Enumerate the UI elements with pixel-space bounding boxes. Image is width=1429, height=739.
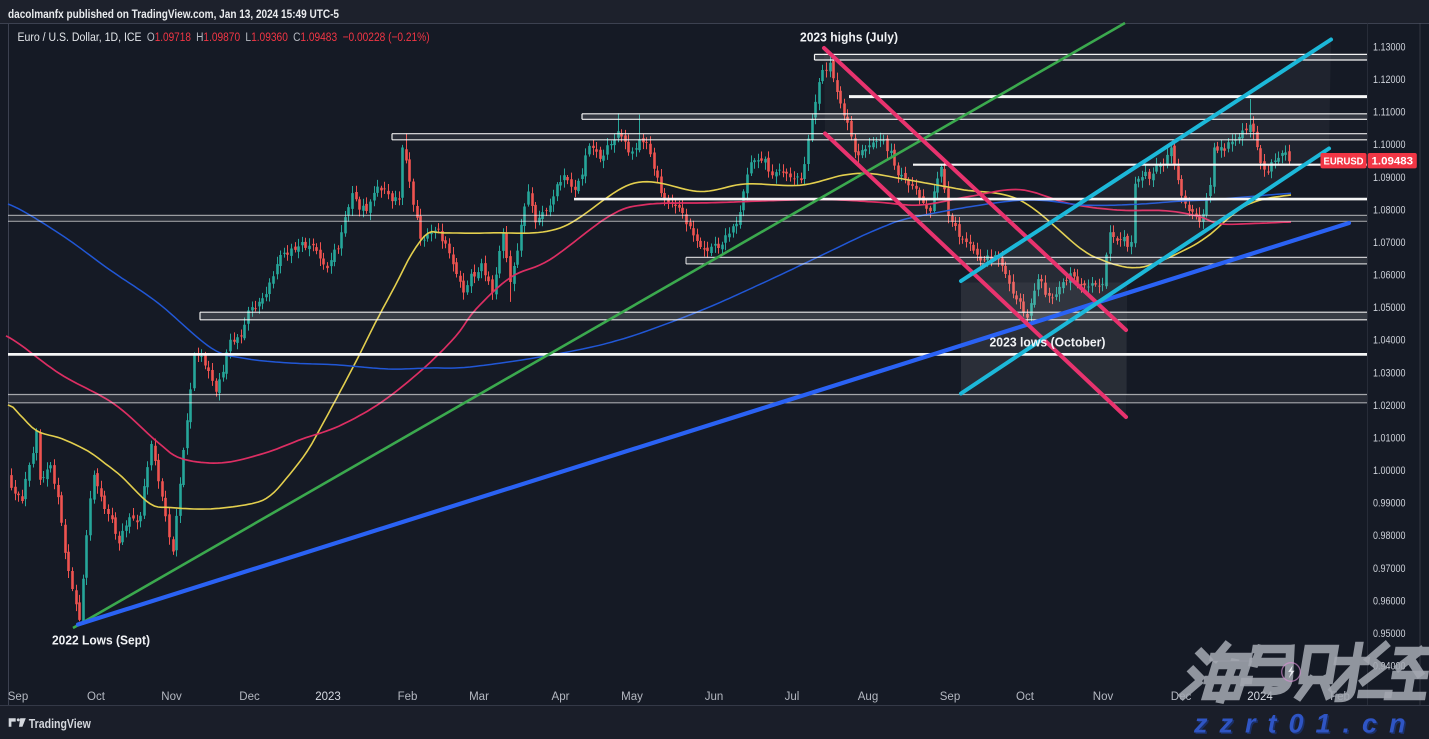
svg-text:1.13000: 1.13000 [1373, 42, 1406, 54]
svg-text:Oct: Oct [1016, 691, 1035, 703]
svg-text:1.10000: 1.10000 [1373, 139, 1406, 151]
svg-text:Dec: Dec [239, 691, 260, 703]
svg-text:1.01000: 1.01000 [1373, 432, 1406, 444]
svg-text:Feb: Feb [398, 691, 418, 703]
svg-text:1.00000: 1.00000 [1373, 465, 1406, 477]
svg-text:zzrt01.cn: zzrt01.cn [1193, 709, 1418, 739]
svg-text:Mar: Mar [469, 691, 489, 703]
svg-text:1.07000: 1.07000 [1373, 237, 1406, 249]
svg-text:0.97000: 0.97000 [1373, 563, 1406, 575]
svg-text:1.06000: 1.06000 [1373, 270, 1406, 282]
svg-text:Euro / U.S. Dollar, 1D, ICE: Euro / U.S. Dollar, 1D, ICE [18, 30, 142, 44]
svg-text:1.02000: 1.02000 [1373, 400, 1406, 412]
svg-text:Aug: Aug [858, 691, 878, 703]
svg-text:0.95000: 0.95000 [1373, 628, 1406, 640]
svg-text:1.05000: 1.05000 [1373, 302, 1406, 314]
svg-text:2023 highs (July): 2023 highs (July) [800, 31, 898, 45]
svg-text:1.08000: 1.08000 [1373, 204, 1406, 216]
svg-text:2022 Lows (Sept): 2022 Lows (Sept) [52, 634, 150, 648]
svg-text:L1.09360: L1.09360 [245, 30, 288, 44]
svg-text:1.09000: 1.09000 [1373, 172, 1406, 184]
svg-text:2023 lows (October): 2023 lows (October) [990, 336, 1106, 350]
svg-text:1.11000: 1.11000 [1373, 107, 1406, 119]
svg-text:dacolmanfx published on Tradin: dacolmanfx published on TradingView.com,… [8, 7, 339, 21]
svg-text:zzrt01.cn: zzrt01.cn [1195, 710, 1420, 739]
svg-text:1.09483: 1.09483 [1372, 156, 1414, 168]
svg-text:−0.00228 (−0.21%): −0.00228 (−0.21%) [343, 30, 430, 44]
svg-text:1.04000: 1.04000 [1373, 335, 1406, 347]
svg-text:Oct: Oct [87, 691, 106, 703]
svg-text:Jun: Jun [705, 691, 724, 703]
svg-text:2023: 2023 [315, 691, 341, 703]
svg-text:Nov: Nov [1093, 691, 1114, 703]
svg-text:0.96000: 0.96000 [1373, 595, 1406, 607]
svg-text:O1.09718: O1.09718 [147, 30, 191, 44]
svg-text:Jul: Jul [785, 691, 800, 703]
svg-text:May: May [621, 691, 643, 703]
svg-text:Nov: Nov [161, 691, 182, 703]
svg-text:Apr: Apr [552, 691, 570, 703]
svg-text:Sep: Sep [940, 691, 960, 703]
svg-text:TradingView: TradingView [29, 716, 92, 731]
svg-text:Sep: Sep [8, 691, 28, 703]
svg-text:0.98000: 0.98000 [1373, 530, 1406, 542]
svg-text:C1.09483: C1.09483 [293, 30, 337, 44]
svg-text:EURUSD: EURUSD [1324, 156, 1364, 167]
svg-text:H1.09870: H1.09870 [196, 30, 240, 44]
svg-text:0.99000: 0.99000 [1373, 498, 1406, 510]
svg-text:1.03000: 1.03000 [1373, 367, 1406, 379]
svg-text:1.12000: 1.12000 [1373, 74, 1406, 86]
